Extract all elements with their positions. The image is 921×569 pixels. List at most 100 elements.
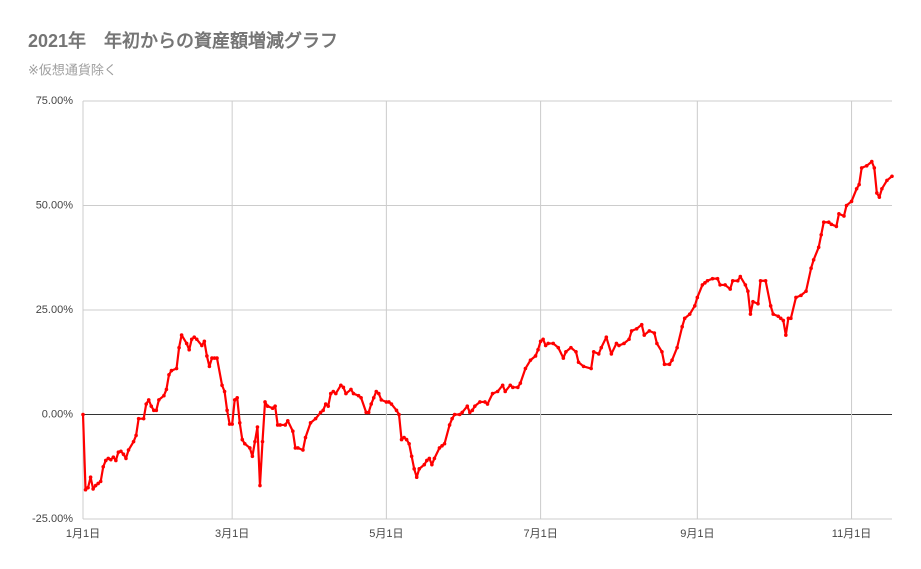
data-point: [837, 212, 841, 216]
data-point: [285, 418, 290, 423]
data-point: [81, 412, 85, 417]
data-point: [273, 404, 277, 408]
data-point: [407, 441, 411, 446]
data-point: [581, 364, 586, 369]
data-point: [387, 400, 391, 404]
data-point: [179, 333, 184, 337]
data-point: [809, 266, 813, 271]
y-tick-label: 0.00%: [42, 408, 73, 420]
data-point: [91, 487, 95, 491]
data-point: [816, 245, 821, 250]
data-point: [821, 220, 826, 225]
data-point: [275, 423, 280, 427]
data-point: [804, 289, 808, 293]
data-point: [121, 452, 126, 457]
y-tick-label: -25.00%: [32, 513, 73, 525]
data-point: [536, 347, 540, 352]
data-point: [323, 402, 328, 406]
data-point: [232, 398, 237, 402]
data-point: [164, 387, 169, 392]
data-point: [660, 350, 664, 354]
data-point: [412, 467, 416, 471]
data-point: [599, 345, 604, 350]
data-point: [344, 391, 348, 396]
data-point: [220, 383, 224, 388]
data-point: [854, 186, 859, 191]
data-point: [460, 410, 465, 415]
data-point: [341, 385, 346, 390]
data-point: [384, 400, 389, 404]
data-point: [890, 174, 894, 179]
data-point: [763, 278, 768, 283]
data-point: [189, 337, 194, 342]
data-point: [447, 423, 452, 427]
data-point: [768, 304, 773, 308]
data-point: [758, 278, 763, 283]
data-point: [642, 333, 647, 337]
data-point: [109, 457, 113, 462]
data-point: [718, 283, 722, 287]
data-point: [826, 220, 831, 225]
data-point: [334, 391, 338, 396]
data-point: [184, 341, 189, 346]
data-point: [253, 439, 257, 444]
data-point: [103, 458, 108, 463]
data-point: [778, 316, 783, 321]
data-point: [510, 385, 515, 390]
data-point: [326, 404, 331, 408]
data-point: [629, 329, 634, 333]
data-point: [465, 404, 470, 408]
data-point: [652, 331, 657, 335]
data-point: [119, 449, 123, 454]
data-point: [301, 448, 305, 452]
data-point: [844, 203, 849, 208]
data-point: [556, 345, 561, 350]
data-point: [715, 276, 720, 281]
data-point: [162, 393, 166, 398]
data-point: [528, 358, 533, 362]
data-point: [576, 360, 581, 365]
data-point: [93, 483, 98, 488]
data-point: [260, 439, 265, 444]
data-point: [141, 416, 146, 421]
data-point: [98, 479, 103, 484]
x-tick-label: 3月1日: [215, 528, 249, 540]
data-point: [776, 314, 781, 319]
data-point: [670, 358, 674, 362]
data-point: [200, 343, 204, 348]
data-point: [541, 337, 545, 342]
data-point: [318, 410, 323, 415]
data-point: [735, 278, 740, 283]
data-point: [617, 343, 621, 348]
data-point: [543, 343, 548, 348]
y-tick-label: 25.00%: [36, 304, 74, 316]
data-point: [114, 458, 118, 463]
data-point: [811, 258, 816, 262]
data-point: [126, 448, 131, 452]
data-point: [495, 389, 500, 394]
data-point: [394, 408, 399, 413]
data-point: [202, 339, 207, 344]
data-point: [283, 423, 288, 427]
data-point: [379, 398, 384, 402]
data-point: [409, 454, 414, 459]
data-point: [263, 400, 267, 404]
data-point: [303, 435, 308, 440]
data-point: [157, 398, 161, 402]
data-point: [700, 283, 705, 287]
data-point: [609, 352, 614, 356]
data-point: [614, 341, 619, 346]
data-point: [313, 416, 318, 421]
data-point: [331, 389, 336, 394]
data-point: [746, 289, 750, 293]
data-point: [149, 404, 154, 408]
data-point: [167, 372, 171, 377]
data-point: [210, 356, 214, 360]
data-point: [662, 362, 667, 367]
data-point: [723, 283, 727, 287]
data-point: [414, 475, 419, 480]
data-point: [705, 278, 710, 283]
x-tick-label: 5月1日: [369, 528, 403, 540]
data-point: [885, 178, 889, 183]
